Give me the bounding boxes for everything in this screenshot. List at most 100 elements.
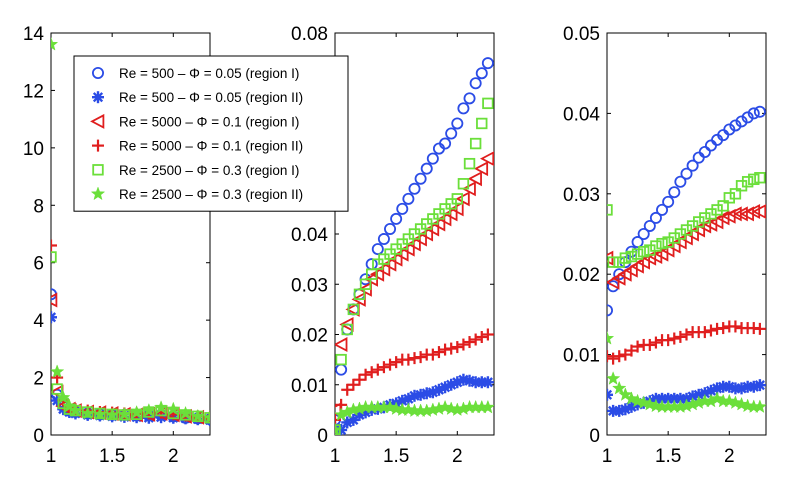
legend-entry: Re = 500 – Φ = 0.05 (region II): [119, 90, 303, 105]
y-tick-label: 8: [33, 196, 44, 217]
data-point-plus: [662, 334, 674, 346]
data-point-circle: [669, 187, 679, 197]
data-point-plus: [390, 356, 402, 368]
data-point-plus: [464, 336, 476, 348]
data-point-plus: [415, 351, 427, 363]
data-point-plus: [402, 354, 414, 366]
data-point-plus: [427, 349, 439, 361]
data-point-circle: [700, 147, 710, 157]
data-point-circle: [458, 103, 468, 113]
data-point-plus: [705, 324, 717, 336]
data-point-circle: [694, 153, 704, 163]
y-tick-label: 0: [317, 426, 328, 447]
data-point-plus: [433, 346, 445, 358]
data-point-square: [633, 249, 643, 259]
data-point-plus: [366, 366, 378, 378]
y-tick-label: 0.02: [563, 265, 600, 286]
y-tick-label: 0.02: [291, 326, 328, 347]
y-tick-label: 14: [23, 24, 45, 45]
data-point-plus: [384, 359, 396, 371]
y-tick-label: 0.05: [563, 24, 600, 45]
x-tick-label: 1.5: [383, 446, 409, 467]
y-tick-label: 0.01: [291, 376, 328, 397]
legend-entry: Re = 2500 – Φ = 0.3 (region II): [119, 187, 303, 202]
y-tick-label: 10: [23, 139, 44, 160]
data-point-square: [477, 119, 487, 129]
data-point-circle: [391, 214, 401, 224]
data-point-circle: [477, 68, 487, 78]
data-point-square: [336, 355, 346, 365]
data-point-plus: [451, 341, 463, 353]
y-tick-label: 0.04: [291, 225, 328, 246]
data-point-plus: [681, 329, 693, 341]
data-point-circle: [336, 365, 346, 375]
panel-right: 00.010.020.030.040.051 1.5 2: [563, 24, 766, 467]
data-point-square: [465, 159, 475, 169]
data-point-asterisk: [482, 376, 494, 388]
data-point-plus: [470, 334, 482, 346]
data-point-circle: [373, 244, 383, 254]
legend-marker-asterisk: [92, 91, 104, 103]
data-point-star: [607, 372, 620, 384]
x-tick-label: 1: [330, 446, 341, 467]
data-point-plus: [729, 320, 741, 332]
y-tick-label: 0.04: [563, 104, 600, 125]
legend-entry: Re = 5000 – Φ = 0.1 (region I): [119, 114, 299, 129]
data-point-circle: [403, 194, 413, 204]
data-point-circle: [409, 184, 419, 194]
y-tick-label: 2: [33, 369, 44, 390]
data-point-circle: [428, 154, 438, 164]
data-point-circle: [397, 204, 407, 214]
x-tick-label: 2: [168, 446, 179, 467]
data-point-circle: [663, 197, 673, 207]
series-group: [600, 107, 766, 417]
data-point-circle: [367, 259, 377, 269]
data-point-plus: [754, 323, 766, 335]
x-tick-label: 2: [724, 446, 735, 467]
y-tick-label: 12: [23, 81, 44, 102]
data-point-plus: [674, 331, 686, 343]
data-point-circle: [422, 164, 432, 174]
data-point-circle: [416, 174, 426, 184]
data-point-plus: [45, 239, 57, 251]
data-point-plus: [476, 331, 488, 343]
series-plus: [45, 239, 216, 423]
data-point-plus: [644, 339, 656, 351]
figure: 024681012141 1.5 200.010.020.030.040.081 1.…: [0, 0, 789, 489]
y-tick-label: 0: [589, 426, 600, 447]
series-group: [328, 58, 494, 436]
data-point-plus: [378, 361, 390, 373]
x-tick-label: 1.5: [99, 446, 125, 467]
y-tick-label: 0.01: [563, 346, 600, 367]
series-square: [46, 252, 215, 422]
data-point-triangle-left: [335, 339, 346, 351]
data-point-plus: [482, 329, 494, 341]
series-plus: [601, 320, 766, 364]
data-point-circle: [446, 128, 456, 138]
data-point-circle: [379, 234, 389, 244]
legend-entry: Re = 500 – Φ = 0.05 (region I): [119, 66, 299, 81]
data-point-asterisk: [45, 311, 57, 323]
y-tick-label: 6: [33, 254, 44, 275]
data-point-square: [471, 139, 481, 149]
y-tick-label: 0.03: [291, 275, 328, 296]
x-tick-label: 1: [46, 446, 57, 467]
data-point-plus: [445, 343, 457, 355]
data-point-plus: [372, 364, 384, 376]
data-point-circle: [385, 224, 395, 234]
x-tick-label: 2: [452, 446, 463, 467]
data-point-circle: [755, 107, 765, 117]
y-tick-label: 0.03: [563, 185, 600, 206]
x-tick-label: 1.5: [655, 446, 681, 467]
data-point-square: [483, 99, 493, 109]
data-point-plus: [457, 339, 469, 351]
data-point-asterisk: [601, 389, 613, 401]
data-point-plus: [650, 337, 662, 349]
legend: Re = 500 – Φ = 0.05 (region I) Re = 500 –…: [74, 56, 348, 211]
legend-entry: Re = 2500 – Φ = 0.3 (region I): [119, 163, 299, 178]
series-triangle-left: [601, 205, 765, 288]
data-point-plus: [699, 326, 711, 338]
data-point-plus: [613, 350, 625, 362]
y-tick-label: 0.08: [291, 24, 328, 45]
legend-entry: Re = 5000 – Φ = 0.1 (region II): [119, 139, 303, 154]
